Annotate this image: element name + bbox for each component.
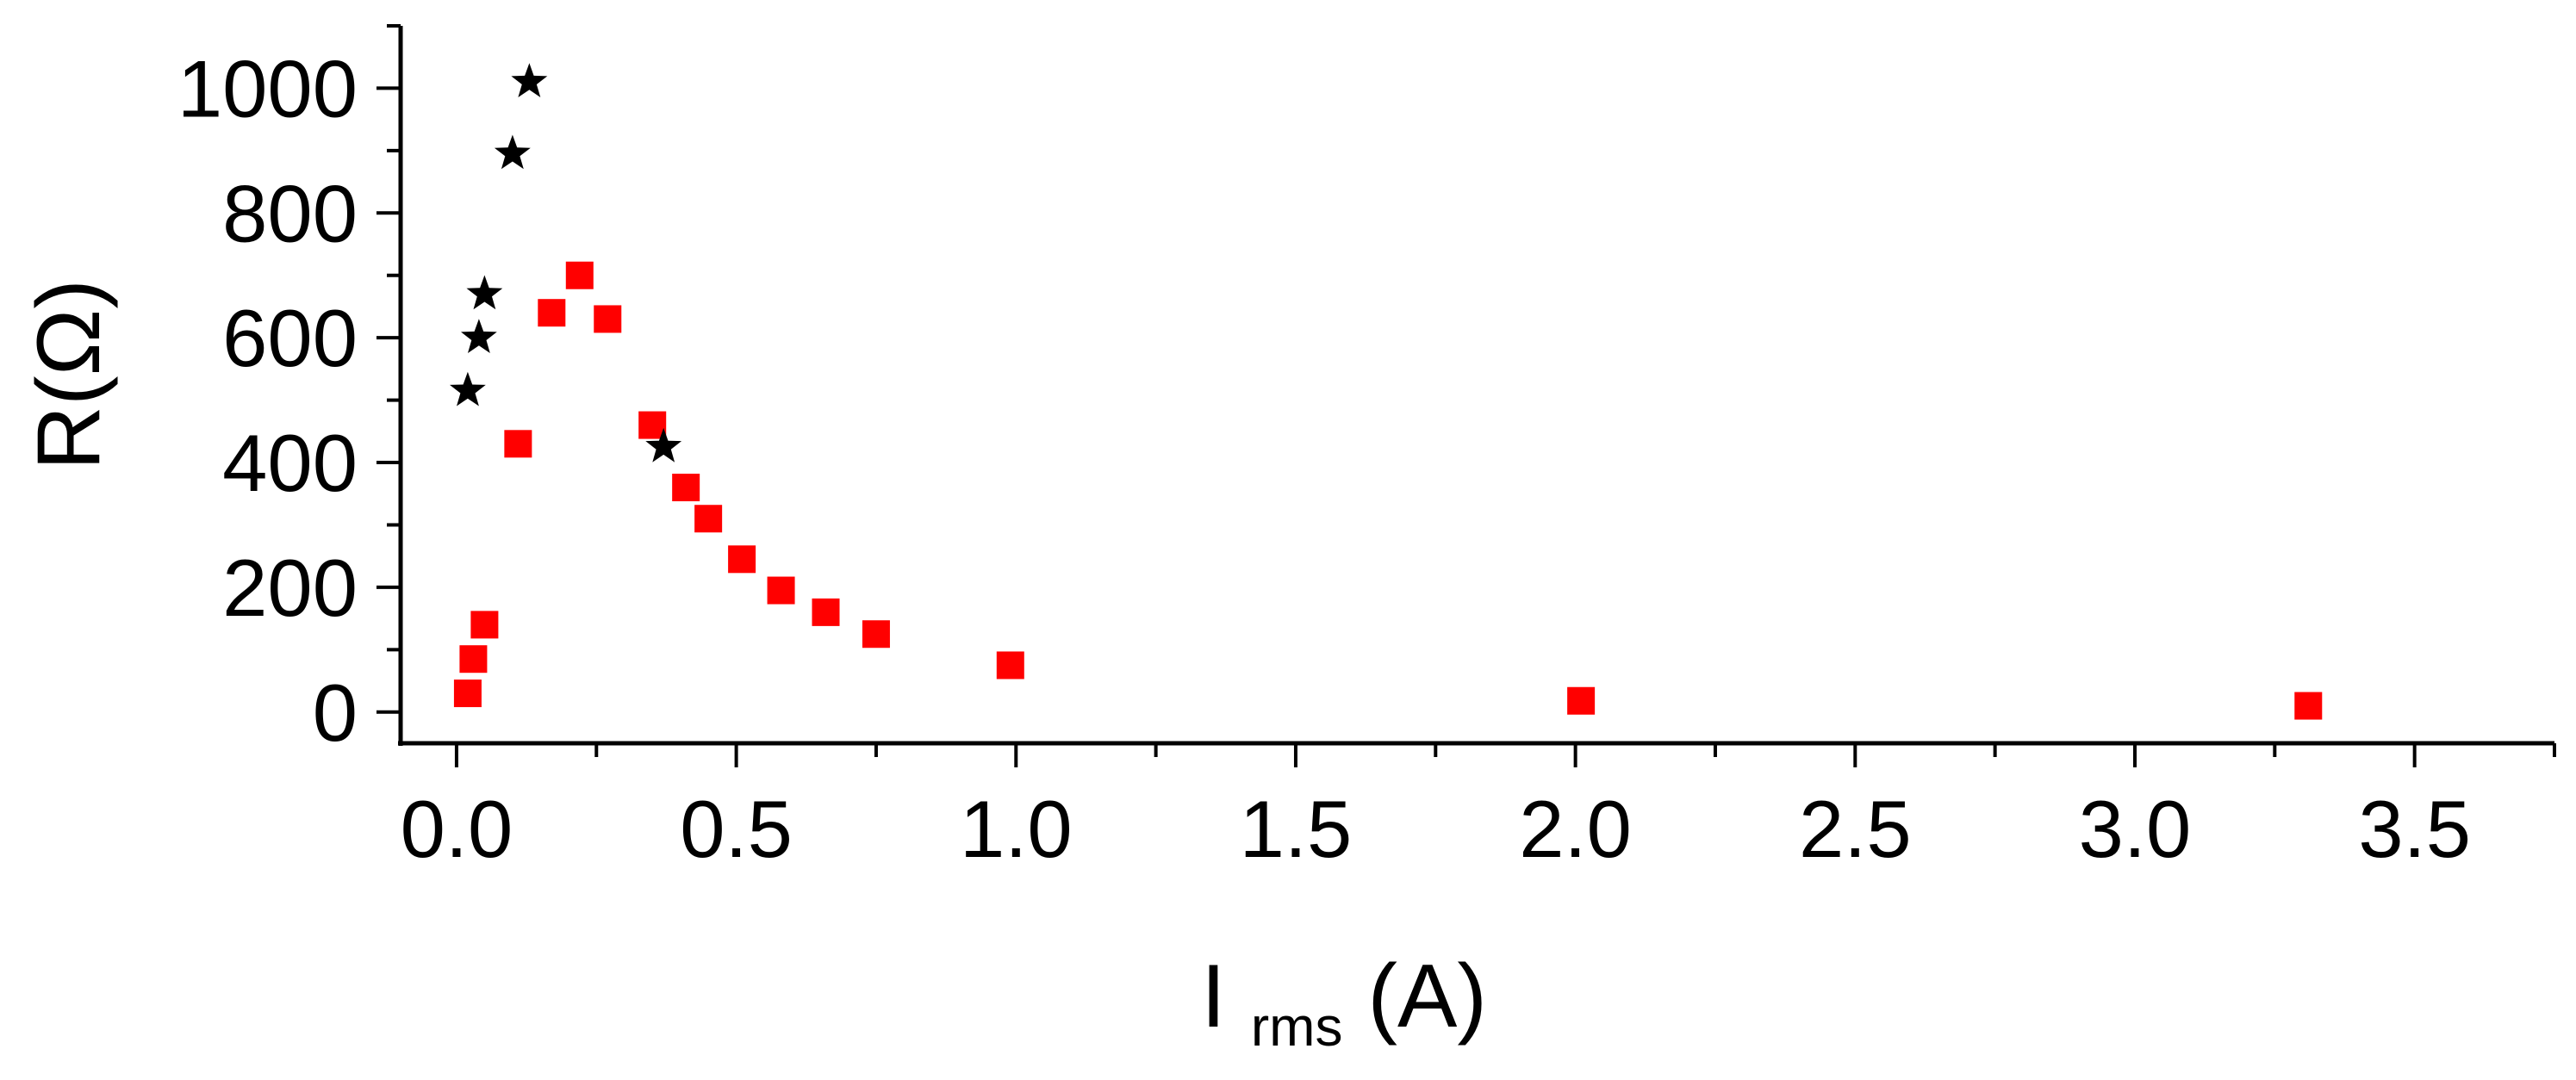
x-axis-title-subscript: rms [1251, 996, 1343, 1058]
square-marker [2294, 692, 2323, 720]
square-marker [728, 545, 756, 574]
y-tick-label: 600 [222, 293, 358, 383]
y-tick-label: 800 [222, 168, 358, 258]
square-marker [470, 611, 499, 639]
star-marker [494, 134, 531, 170]
square-marker [594, 305, 622, 333]
square-marker [767, 576, 795, 605]
y-tick-label: 1000 [177, 43, 358, 133]
star-marker [511, 63, 548, 97]
x-tick-label: 3.5 [2358, 784, 2471, 874]
y-tick-label: 0 [313, 667, 358, 758]
axes [398, 26, 2554, 746]
x-axis-title-unit: (A) [1367, 947, 1487, 1046]
y-tick-label: 200 [222, 543, 358, 633]
square-marker [504, 430, 532, 458]
square-marker [459, 645, 488, 673]
y-axis-title: R(Ω) [19, 279, 119, 470]
x-tick-label: 0.5 [680, 784, 793, 874]
star-marker [466, 275, 503, 310]
x-tick-label: 1.0 [960, 784, 1073, 874]
y-tick-label: 400 [222, 418, 358, 508]
square-marker [453, 680, 482, 708]
square-marker [996, 651, 1024, 680]
star-marker [461, 319, 497, 353]
x-axis-ticks: 0.0 0.5 1.0 1.5 2.0 2.5 3.0 3.5 [401, 743, 2556, 874]
square-marker [538, 299, 566, 327]
square-marker [1567, 686, 1596, 715]
square-marker [565, 261, 594, 289]
square-marker [862, 620, 890, 649]
x-axis-title: I rms (A) [1201, 947, 1487, 1065]
x-tick-label: 2.5 [1799, 784, 1912, 874]
square-marker [672, 474, 700, 502]
x-tick-label: 3.0 [2079, 784, 2192, 874]
square-marker [812, 598, 840, 626]
star-marker [450, 371, 486, 407]
data-points [450, 63, 2323, 720]
y-axis-ticks: 0 200 400 600 800 1000 [177, 24, 401, 758]
star-marker [645, 427, 682, 462]
x-axis-title-main: I [1201, 947, 1226, 1046]
square-marker [694, 505, 723, 533]
x-tick-label: 1.5 [1240, 784, 1353, 874]
x-tick-label: 2.0 [1519, 784, 1632, 874]
x-tick-label: 0.0 [401, 784, 513, 874]
